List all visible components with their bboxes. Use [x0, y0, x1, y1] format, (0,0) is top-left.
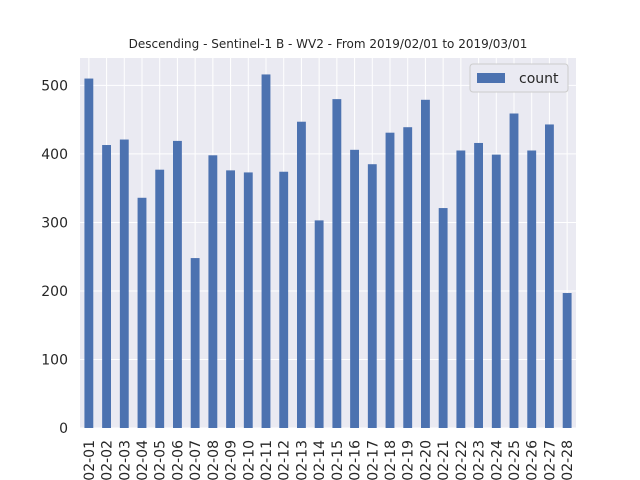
- x-tick-label: 02-23: [472, 440, 488, 480]
- legend-label: count: [519, 71, 559, 87]
- y-tick-label: 300: [41, 215, 68, 231]
- bar-02-19: [403, 127, 413, 428]
- bar-02-18: [385, 132, 395, 428]
- x-tick-label: 02-08: [206, 440, 222, 480]
- bar-02-13: [297, 121, 306, 428]
- x-tick-label: 02-18: [383, 440, 399, 480]
- bar-02-14: [314, 220, 324, 428]
- x-axis-ticks: 02-01 02-02 02-03 02-04 02-05 02-06 02-07 02-08…: [82, 440, 576, 480]
- x-tick-label: 02-04: [135, 440, 151, 480]
- bar-02-05: [155, 169, 165, 428]
- bar-02-21: [438, 208, 448, 428]
- x-tick-label: 02-06: [170, 440, 186, 480]
- bar-02-25: [509, 113, 519, 428]
- legend-box: [469, 63, 569, 93]
- x-tick-label: 02-02: [100, 440, 116, 480]
- bar-02-28: [562, 293, 572, 428]
- bar-02-09: [226, 170, 235, 429]
- y-tick-label: 200: [41, 284, 68, 300]
- x-tick-label: 02-10: [241, 440, 257, 480]
- x-tick-label: 02-28: [560, 440, 576, 480]
- x-tick-label: 02-07: [188, 440, 204, 480]
- x-tick-label: 02-27: [542, 440, 558, 480]
- x-tick-label: 02-17: [365, 440, 381, 480]
- bar-02-27: [545, 124, 554, 429]
- x-tick-label: 02-16: [348, 440, 364, 480]
- x-tick-label: 02-14: [312, 440, 328, 480]
- plot-area: [80, 58, 576, 428]
- legend-swatch: [477, 73, 505, 83]
- bar-02-03: [119, 139, 129, 428]
- x-tick-label: 02-01: [82, 440, 98, 480]
- x-tick-label: 02-22: [454, 440, 470, 480]
- bar-02-04: [137, 197, 147, 428]
- bar-02-24: [491, 154, 501, 428]
- bar-02-20: [421, 99, 430, 428]
- bars: [84, 74, 572, 429]
- bar-02-06: [173, 140, 182, 428]
- legend: count: [469, 63, 569, 93]
- x-tick-label: 02-15: [330, 440, 346, 480]
- x-tick-label: 02-25: [507, 440, 523, 480]
- chart-title: Descending - Sentinel-1 B - WV2 - From 2…: [129, 37, 528, 51]
- x-tick-label: 02-21: [436, 440, 452, 480]
- x-tick-label: 02-19: [401, 440, 417, 480]
- bar-02-17: [367, 164, 377, 428]
- bar-02-16: [350, 149, 359, 428]
- x-tick-label: 02-11: [259, 440, 275, 480]
- bar-02-02: [102, 145, 111, 428]
- bar-02-15: [332, 99, 342, 428]
- x-tick-label: 02-20: [418, 440, 434, 480]
- bar-02-22: [456, 150, 466, 428]
- bar-02-11: [261, 74, 271, 428]
- x-tick-label: 02-13: [294, 440, 310, 480]
- x-tick-label: 02-26: [525, 440, 541, 480]
- bar-02-23: [474, 142, 483, 429]
- x-tick-label: 02-12: [277, 440, 293, 480]
- bar-02-08: [208, 155, 218, 428]
- y-tick-label: 100: [41, 352, 68, 368]
- bar-02-12: [279, 171, 289, 429]
- bar-02-26: [527, 150, 537, 428]
- y-tick-label: 0: [59, 421, 68, 437]
- x-tick-label: 02-05: [153, 440, 169, 480]
- bar-02-10: [243, 172, 253, 428]
- x-tick-label: 02-09: [224, 440, 240, 480]
- bar-02-01: [84, 78, 94, 429]
- x-tick-label: 02-24: [489, 440, 505, 480]
- x-tick-label: 02-03: [117, 440, 133, 480]
- bar-02-07: [190, 258, 200, 428]
- y-tick-label: 500: [41, 78, 68, 94]
- y-axis-ticks: 0 100 200 300 400 500: [41, 78, 68, 437]
- y-tick-label: 400: [41, 147, 68, 163]
